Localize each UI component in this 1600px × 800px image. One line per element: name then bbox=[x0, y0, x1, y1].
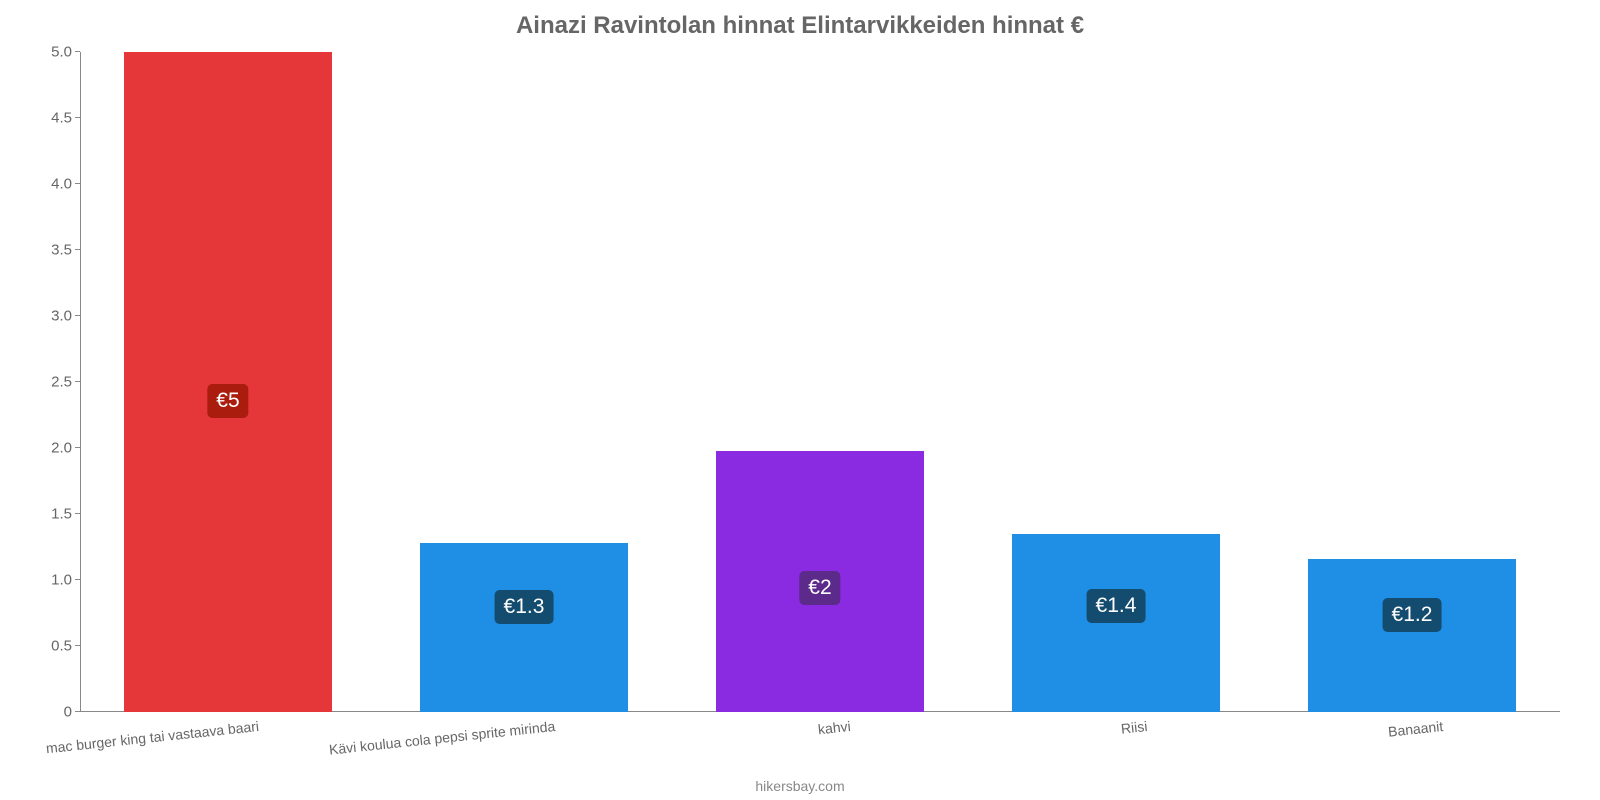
bar-value-label: €1.4 bbox=[1087, 589, 1146, 623]
x-tick-label: mac burger king tai vastaava baari bbox=[45, 718, 260, 756]
y-tick-mark bbox=[75, 117, 80, 118]
bar: €2 bbox=[716, 451, 923, 712]
x-tick-label: kahvi bbox=[817, 718, 851, 737]
x-tick-label: Riisi bbox=[1120, 718, 1148, 737]
bar-value-label: €5 bbox=[207, 384, 248, 418]
y-tick-label: 0 bbox=[64, 704, 72, 721]
x-tick-label: Banaanit bbox=[1387, 718, 1444, 740]
y-tick-label: 0.5 bbox=[51, 638, 72, 655]
y-tick-mark bbox=[75, 315, 80, 316]
y-tick-label: 4.0 bbox=[51, 176, 72, 193]
bar-value-label: €2 bbox=[799, 571, 840, 605]
y-tick-label: 3.0 bbox=[51, 308, 72, 325]
y-tick-mark bbox=[75, 51, 80, 52]
y-tick-mark bbox=[75, 513, 80, 514]
y-tick-mark bbox=[75, 381, 80, 382]
source-text: hikersbay.com bbox=[0, 778, 1600, 794]
bar: €1.3 bbox=[420, 543, 627, 712]
y-tick-mark bbox=[75, 579, 80, 580]
bar: €5 bbox=[124, 52, 331, 712]
y-tick-mark bbox=[75, 645, 80, 646]
bar-value-label: €1.3 bbox=[495, 590, 554, 624]
bar-value-label: €1.2 bbox=[1383, 598, 1442, 632]
y-tick-mark bbox=[75, 447, 80, 448]
x-tick-label: Kävi koulua cola pepsi sprite mirinda bbox=[328, 718, 556, 758]
chart-title: Ainazi Ravintolan hinnat Elintarvikkeide… bbox=[0, 12, 1600, 40]
bar: €1.4 bbox=[1012, 534, 1219, 712]
y-tick-label: 5.0 bbox=[51, 44, 72, 61]
y-tick-label: 1.5 bbox=[51, 506, 72, 523]
y-tick-label: 3.5 bbox=[51, 242, 72, 259]
y-tick-label: 1.0 bbox=[51, 572, 72, 589]
y-tick-mark bbox=[75, 249, 80, 250]
plot-area: 00.51.01.52.02.53.03.54.04.55.0 €5mac bu… bbox=[80, 52, 1560, 712]
bar: €1.2 bbox=[1308, 559, 1515, 712]
y-tick-mark bbox=[75, 711, 80, 712]
y-tick-mark bbox=[75, 183, 80, 184]
y-tick-label: 2.5 bbox=[51, 374, 72, 391]
y-tick-label: 4.5 bbox=[51, 110, 72, 127]
y-tick-label: 2.0 bbox=[51, 440, 72, 457]
y-axis-line bbox=[80, 52, 81, 712]
